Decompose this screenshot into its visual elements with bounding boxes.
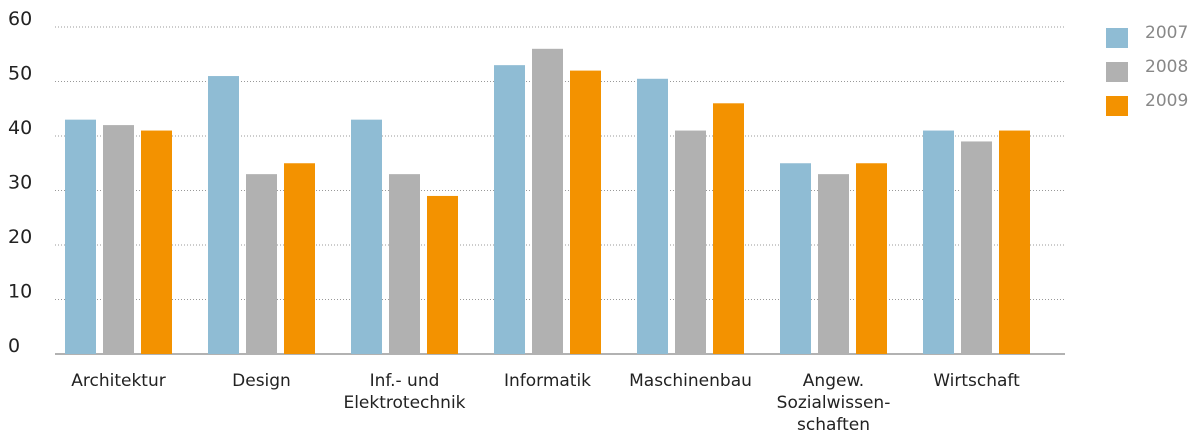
bar — [570, 70, 601, 354]
y-tick-label: 50 — [8, 63, 32, 85]
bar — [494, 65, 525, 355]
bar — [351, 119, 382, 355]
bar — [141, 130, 172, 354]
bar — [65, 119, 96, 355]
bar — [208, 76, 239, 355]
bar — [999, 130, 1030, 354]
legend-label: 2007 — [1145, 23, 1188, 43]
bar — [284, 163, 315, 354]
bar — [923, 130, 954, 354]
bar — [532, 48, 563, 355]
y-tick-label: 20 — [8, 226, 32, 248]
x-tick-label: Design — [232, 371, 291, 391]
bar — [713, 103, 744, 354]
bar — [103, 125, 134, 354]
legend-label: 2008 — [1145, 57, 1188, 77]
bar — [246, 174, 277, 354]
x-tick-label: Maschinenbau — [629, 371, 752, 391]
y-tick-label: 60 — [8, 8, 32, 30]
legend-label: 2009 — [1145, 91, 1188, 111]
x-tick-label: Angew. Sozialwissen-schaften — [777, 371, 891, 435]
legend-swatch — [1106, 28, 1128, 48]
y-tick-label: 0 — [8, 335, 20, 357]
bar — [427, 195, 458, 354]
bar — [856, 163, 887, 354]
x-tick-label: Wirtschaft — [933, 371, 1020, 391]
y-tick-label: 10 — [8, 281, 32, 303]
bar — [637, 78, 668, 355]
legend-swatch — [1106, 96, 1128, 116]
bar — [675, 130, 706, 354]
bar — [780, 163, 811, 354]
bar — [961, 141, 992, 354]
y-tick-label: 30 — [8, 172, 32, 194]
bar — [389, 174, 420, 354]
legend-swatch — [1106, 62, 1128, 82]
x-tick-label: Informatik — [504, 371, 591, 391]
y-tick-label: 40 — [8, 117, 32, 139]
x-tick-label: Inf.- und Elektrotechnik — [343, 371, 465, 413]
x-tick-label: Architektur — [71, 371, 166, 391]
bar — [818, 174, 849, 354]
